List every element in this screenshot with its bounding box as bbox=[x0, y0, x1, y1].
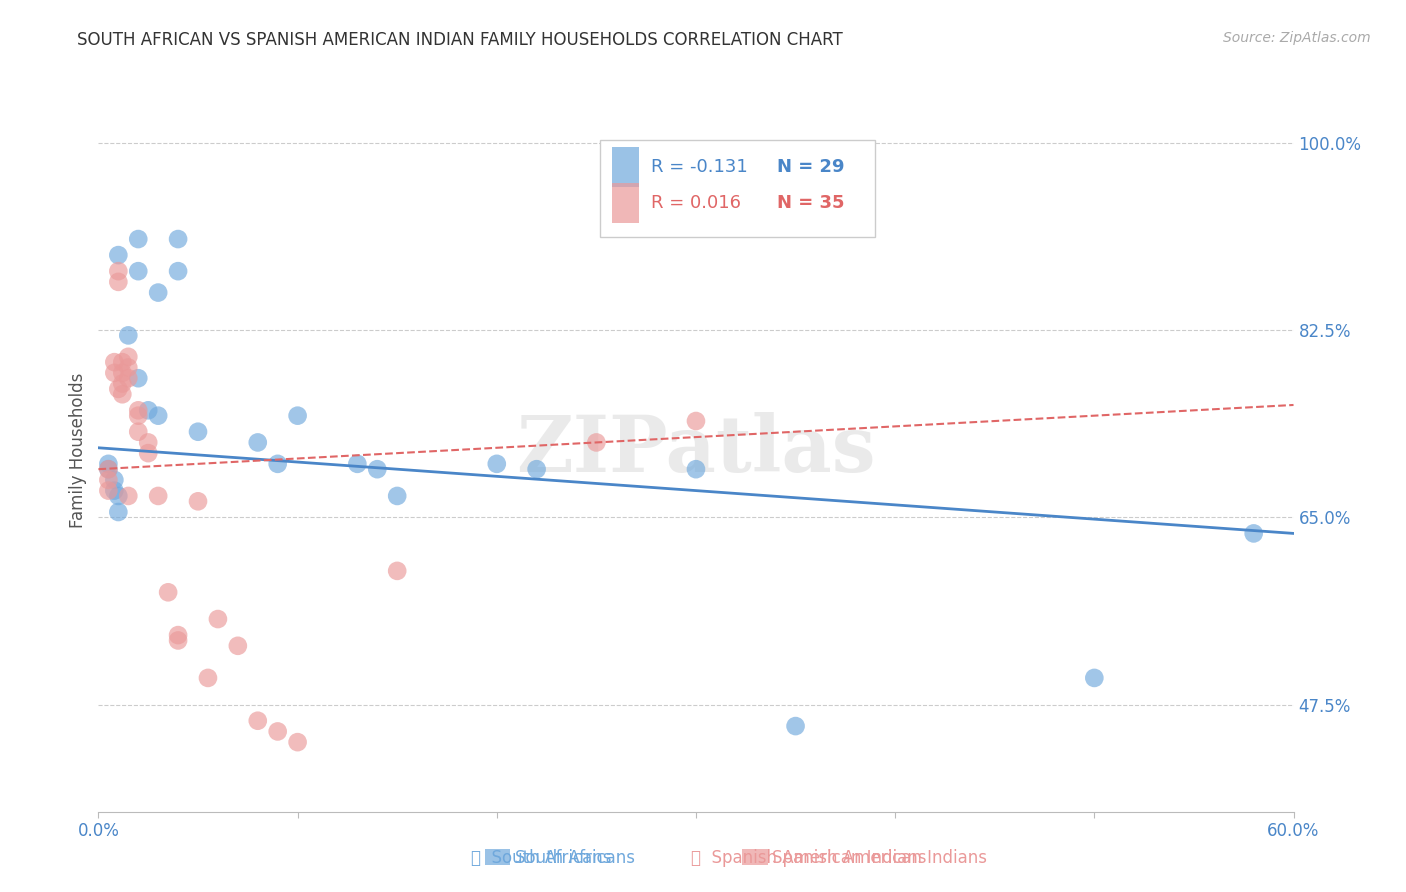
Bar bbox=[600, 140, 876, 237]
Bar bbox=[613, 183, 638, 223]
Text: R = 0.016: R = 0.016 bbox=[651, 194, 741, 212]
Point bbox=[267, 724, 290, 739]
Point bbox=[97, 462, 120, 476]
Point bbox=[385, 489, 409, 503]
Text: ⬜  South Africans: ⬜ South Africans bbox=[471, 849, 612, 867]
Point bbox=[117, 371, 139, 385]
Point bbox=[97, 462, 120, 476]
Point bbox=[107, 505, 129, 519]
Text: SOUTH AFRICAN VS SPANISH AMERICAN INDIAN FAMILY HOUSEHOLDS CORRELATION CHART: SOUTH AFRICAN VS SPANISH AMERICAN INDIAN… bbox=[77, 31, 844, 49]
Text: ⬜  Spanish American Indians: ⬜ Spanish American Indians bbox=[690, 849, 927, 867]
Y-axis label: Family Households: Family Households bbox=[69, 373, 87, 528]
Point bbox=[103, 366, 125, 380]
Point bbox=[97, 457, 120, 471]
Point bbox=[385, 564, 409, 578]
Point bbox=[1083, 671, 1105, 685]
Point bbox=[148, 285, 170, 300]
Point bbox=[107, 489, 129, 503]
Point bbox=[785, 719, 807, 733]
Point bbox=[103, 473, 125, 487]
Bar bbox=[613, 147, 638, 186]
Point bbox=[136, 403, 159, 417]
Point bbox=[117, 328, 139, 343]
Point bbox=[111, 387, 134, 401]
Point bbox=[97, 473, 120, 487]
Point bbox=[111, 376, 134, 391]
Point bbox=[366, 462, 388, 476]
Text: R = -0.131: R = -0.131 bbox=[651, 158, 748, 176]
Point bbox=[187, 494, 209, 508]
Point bbox=[267, 457, 290, 471]
Point bbox=[97, 483, 120, 498]
Point bbox=[167, 232, 190, 246]
Point bbox=[246, 714, 269, 728]
Point bbox=[117, 489, 139, 503]
Point bbox=[136, 435, 159, 450]
Point bbox=[127, 425, 149, 439]
Point bbox=[585, 435, 607, 450]
Point bbox=[111, 366, 134, 380]
Point bbox=[287, 735, 309, 749]
Point bbox=[107, 248, 129, 262]
Point bbox=[117, 350, 139, 364]
Point bbox=[117, 360, 139, 375]
Point bbox=[127, 232, 149, 246]
Point bbox=[127, 403, 149, 417]
Point bbox=[1243, 526, 1265, 541]
Point bbox=[485, 457, 508, 471]
Point bbox=[148, 409, 170, 423]
Point bbox=[107, 275, 129, 289]
Text: Source: ZipAtlas.com: Source: ZipAtlas.com bbox=[1223, 31, 1371, 45]
Point bbox=[167, 633, 190, 648]
Point bbox=[136, 446, 159, 460]
Point bbox=[107, 264, 129, 278]
Text: N = 35: N = 35 bbox=[778, 194, 845, 212]
Point bbox=[187, 425, 209, 439]
Point bbox=[103, 483, 125, 498]
Point bbox=[197, 671, 219, 685]
Text: ZIPatlas: ZIPatlas bbox=[516, 412, 876, 489]
Point bbox=[127, 264, 149, 278]
Point bbox=[246, 435, 269, 450]
Point bbox=[127, 409, 149, 423]
Text: South Africans: South Africans bbox=[515, 849, 634, 867]
Point bbox=[346, 457, 368, 471]
Point bbox=[526, 462, 548, 476]
Point bbox=[167, 264, 190, 278]
Point bbox=[127, 371, 149, 385]
Text: N = 29: N = 29 bbox=[778, 158, 845, 176]
Point bbox=[287, 409, 309, 423]
Text: Spanish American Indians: Spanish American Indians bbox=[772, 849, 987, 867]
Point bbox=[685, 462, 707, 476]
Point bbox=[207, 612, 229, 626]
Point bbox=[167, 628, 190, 642]
Point bbox=[107, 382, 129, 396]
Point bbox=[111, 355, 134, 369]
Point bbox=[685, 414, 707, 428]
Point bbox=[148, 489, 170, 503]
Point bbox=[226, 639, 249, 653]
Point bbox=[103, 355, 125, 369]
Point bbox=[157, 585, 180, 599]
